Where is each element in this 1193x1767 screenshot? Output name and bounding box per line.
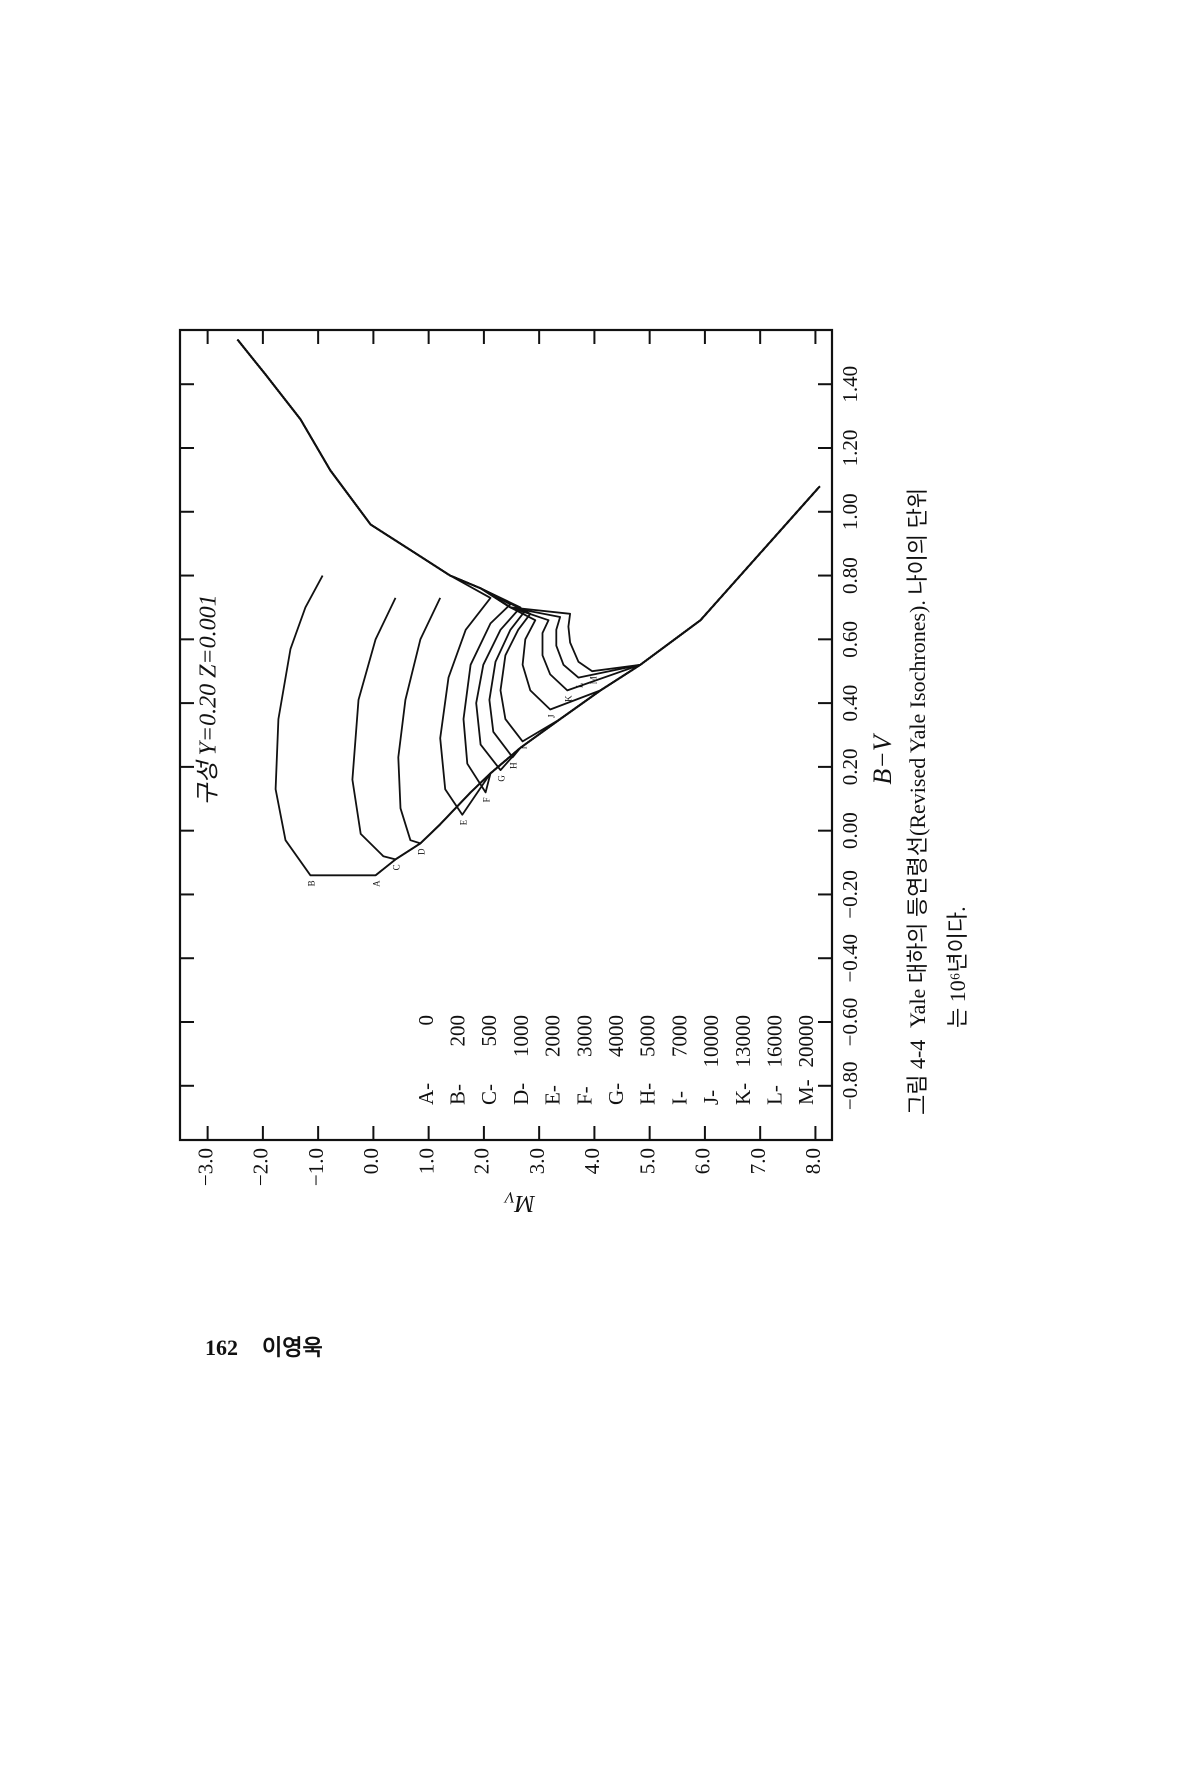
y-tick-label: 0.0: [359, 1148, 383, 1174]
isochrone: [236, 339, 821, 711]
isochrone: [236, 339, 821, 816]
y-tick-label: −3.0: [193, 1148, 217, 1186]
y-tick-label: 7.0: [746, 1148, 770, 1174]
y-tick-label: 3.0: [525, 1148, 549, 1174]
x-tick-label: 1.00: [838, 493, 862, 530]
x-tick-label: 0.60: [838, 621, 862, 658]
curve-label: C: [392, 864, 402, 870]
curve-label: E: [458, 819, 468, 825]
curve-label: B: [306, 880, 316, 886]
x-tick-label: 0.40: [838, 685, 862, 722]
x-tick-label: 1.40: [838, 366, 862, 403]
legend-name: J-: [699, 1090, 723, 1105]
isochrone: [351, 485, 821, 861]
isochrone: [236, 339, 821, 673]
curve-label: L: [574, 683, 584, 689]
legend-name: F-: [572, 1086, 596, 1105]
y-tick-label: 4.0: [580, 1148, 604, 1174]
isochrone: [236, 339, 821, 743]
y-axis-label: MV: [503, 1188, 536, 1216]
curve-label: M: [588, 676, 598, 684]
legend-age: 16000: [763, 1015, 787, 1068]
legend-name: D-: [509, 1083, 533, 1105]
curve-label: J: [546, 714, 556, 718]
chart-title: 구성 Y=0.20 Z=0.001: [196, 594, 222, 805]
curve-label: D: [416, 848, 426, 855]
legend-age: 500: [477, 1015, 501, 1047]
legend-age: 5000: [636, 1015, 660, 1057]
legend-name: L-: [763, 1085, 787, 1105]
curve-label: F: [482, 797, 492, 802]
legend-age: 20000: [794, 1015, 818, 1068]
curve-label: G: [497, 775, 507, 782]
x-tick-label: −0.60: [838, 998, 862, 1047]
isochrone: [236, 339, 821, 772]
legend-name: K-: [731, 1083, 755, 1105]
isochrone: [236, 339, 821, 679]
legend-age: 4000: [604, 1015, 628, 1057]
plot-frame: [178, 328, 834, 1142]
legend-age: 1000: [509, 1015, 533, 1057]
curve-label: H: [509, 762, 519, 769]
y-tick-label: −2.0: [249, 1148, 273, 1186]
x-tick-label: −0.20: [838, 870, 862, 919]
legend-name: E-: [541, 1085, 565, 1105]
legend-age: 200: [446, 1015, 470, 1047]
legend-name: H-: [636, 1083, 660, 1105]
legend-age: 2000: [541, 1015, 565, 1057]
caption-line: Yale 대하의 등연령선(Revised Yale Isochrones). …: [905, 488, 930, 1028]
x-tick-label: 0.80: [838, 557, 862, 594]
y-tick-label: 2.0: [470, 1148, 494, 1174]
legend-name: I-: [667, 1091, 691, 1105]
x-tick-label: −0.40: [838, 934, 862, 983]
legend-age: 0: [414, 1015, 438, 1026]
y-tick-label: 8.0: [801, 1148, 825, 1174]
page-author: 이영욱: [262, 1335, 323, 1360]
legend-age: 3000: [572, 1015, 596, 1057]
legend-age: 13000: [731, 1015, 755, 1068]
rotated-figure: 구성 Y=0.20 Z=0.001 B−V MV 그림 4-4 Yale 대하의…: [178, 328, 970, 1217]
isochrone: [397, 485, 821, 845]
legend-name: B-: [446, 1084, 470, 1105]
isochrone: [236, 339, 821, 692]
x-tick-label: 0.00: [838, 812, 862, 849]
y-tick-label: 6.0: [691, 1148, 715, 1174]
x-axis-label: B−V: [868, 732, 897, 784]
legend-name: G-: [604, 1083, 628, 1105]
y-tick-label: −1.0: [304, 1148, 328, 1186]
legend-age: 10000: [699, 1015, 723, 1068]
legend-age: 7000: [667, 1015, 691, 1057]
page-number: 162: [205, 1335, 238, 1360]
curve-label: K: [563, 695, 573, 702]
x-tick-label: 1.20: [838, 430, 862, 467]
isochrone: [236, 339, 821, 794]
legend-name: C-: [477, 1084, 501, 1105]
isochrone: [236, 339, 821, 759]
curve-label: I: [519, 746, 529, 749]
y-tick-label: 1.0: [414, 1148, 438, 1174]
x-tick-label: −0.80: [838, 1061, 862, 1110]
caption-label: 그림 4-4: [905, 1040, 930, 1115]
caption-line: 는 10⁶년이다.: [945, 906, 970, 1028]
x-tick-label: 0.20: [838, 749, 862, 786]
y-axis-label-sub: V: [503, 1188, 515, 1205]
legend-name: M-: [794, 1079, 818, 1105]
curve-label: A: [372, 880, 382, 887]
y-axis-label-main: M: [513, 1190, 536, 1216]
y-tick-label: 5.0: [635, 1148, 659, 1174]
legend-name: A-: [414, 1083, 438, 1105]
